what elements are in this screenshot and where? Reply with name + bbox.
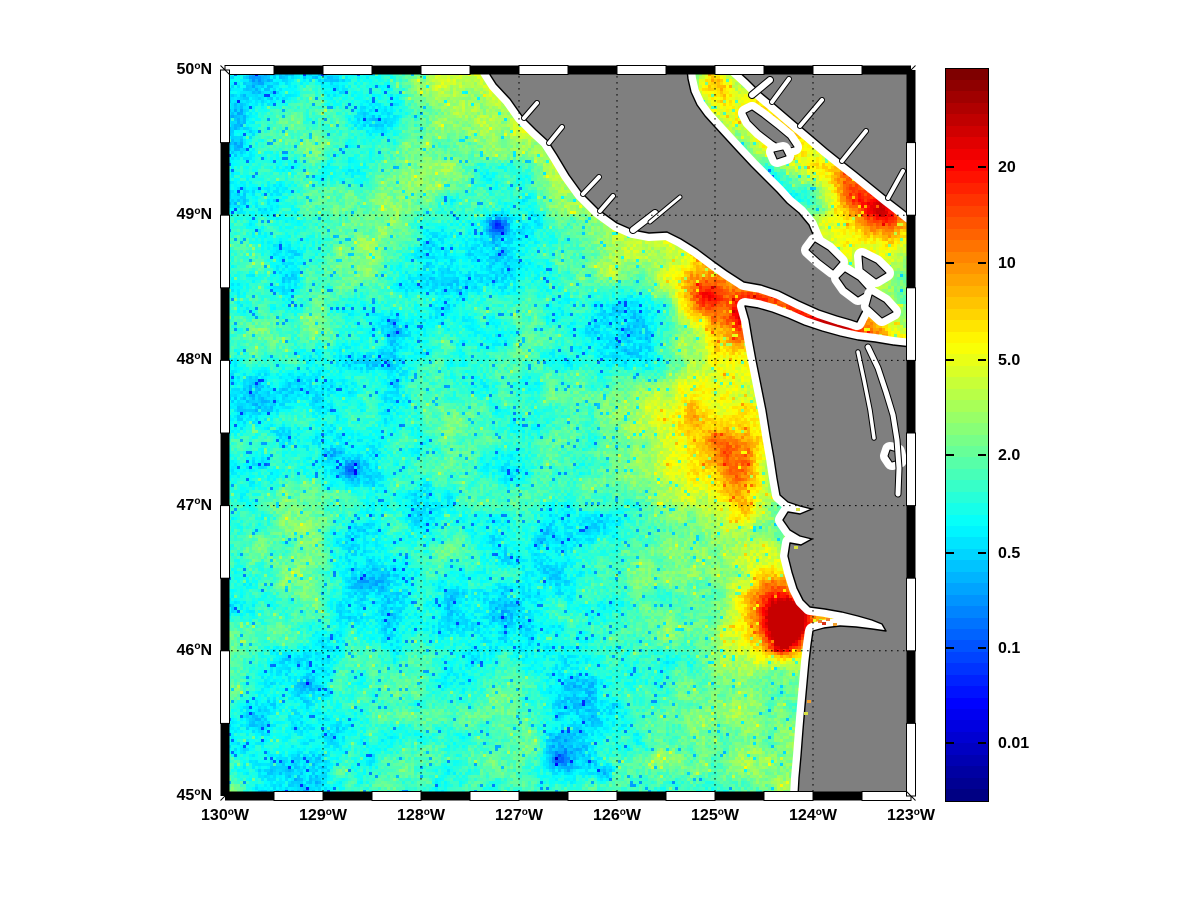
- inlet-water-1: [522, 101, 539, 120]
- frame-corner-0: [220, 65, 230, 75]
- colorbar-tick: [978, 646, 986, 649]
- frame-right-seg: [906, 142, 916, 216]
- estuary-pixel-2: [833, 623, 837, 626]
- colorbar-tick: [978, 741, 986, 744]
- lat-tick-label-47N: 47oN: [176, 496, 212, 514]
- frame-corner-2: [220, 791, 230, 801]
- colorbar-tick: [978, 454, 986, 457]
- colorbar-tick: [946, 359, 954, 362]
- frame-right-seg: [906, 577, 916, 652]
- estuary-pixel-0: [818, 620, 822, 623]
- frame-top-seg: [714, 65, 765, 75]
- land-washington-oregon: [744, 305, 912, 797]
- estuary-pixel-3: [822, 622, 826, 625]
- colorbar-tick: [946, 165, 954, 168]
- inlet-water-5: [648, 195, 682, 224]
- frame-right-seg: [906, 722, 916, 797]
- colorbar-tick: [978, 165, 986, 168]
- frame-right-seg: [906, 287, 916, 361]
- colorbar-label-0.1: 0.1: [998, 639, 1021, 657]
- lon-tick-label-129W: 129oW: [299, 806, 347, 824]
- frame-top-seg: [420, 65, 471, 75]
- land-island-1: [773, 149, 787, 160]
- inlet-water-10: [749, 77, 773, 98]
- frame-right-seg: [906, 432, 916, 507]
- colorbar-tick: [946, 454, 954, 457]
- frame-top-seg: [224, 65, 275, 75]
- frame-left-seg: [220, 650, 230, 724]
- estuary-pixel-7: [807, 700, 811, 703]
- lat-tick-label-45N: 45oN: [176, 786, 212, 804]
- land-island-5: [868, 294, 894, 319]
- frame-left-seg: [220, 69, 230, 144]
- estuary-pixel-4: [796, 508, 800, 511]
- frame-bottom-seg: [469, 791, 520, 801]
- frame-corner-1: [906, 65, 916, 75]
- inlet-water-6: [886, 169, 905, 200]
- frame-corner-3: [906, 791, 916, 801]
- frame-bottom-seg: [763, 791, 814, 801]
- colorbar: [945, 68, 989, 802]
- lon-tick-label-124W: 124oW: [789, 806, 837, 824]
- inlet-water-12: [856, 350, 876, 440]
- land-island-4: [861, 255, 887, 280]
- frame-bottom-seg: [273, 791, 324, 801]
- frame-top-seg: [322, 65, 373, 75]
- frame-top-seg: [812, 65, 863, 75]
- inlet-water-11: [865, 344, 902, 497]
- colorbar-tick: [978, 359, 986, 362]
- lat-tick-label-49N: 49oN: [176, 205, 212, 224]
- colorbar-tick: [946, 646, 954, 649]
- lon-tick-label-126W: 126oW: [593, 806, 641, 824]
- colorbar-label-20: 20: [998, 158, 1016, 176]
- inlet-water-8: [798, 98, 824, 128]
- colorbar-label-10: 10: [998, 254, 1016, 272]
- colorbar-tick: [946, 741, 954, 744]
- inlet-water-3: [598, 194, 615, 213]
- colorbar-label-0.01: 0.01: [998, 734, 1030, 752]
- colorbar-label-2.0: 2.0: [998, 447, 1021, 465]
- lon-tick-label-123W: 123oW: [887, 806, 935, 824]
- estuary-pixel-5: [794, 546, 798, 549]
- lon-tick-label-128W: 128oW: [397, 806, 445, 824]
- frame-left-seg: [220, 505, 230, 579]
- estuary-pixel-6: [804, 712, 808, 715]
- lon-tick-label-125W: 125oW: [691, 806, 739, 824]
- frame-bottom-seg: [861, 791, 912, 801]
- land-island-2: [808, 241, 841, 271]
- inlet-water-9: [770, 77, 791, 104]
- lon-tick-label-127W: 127oW: [495, 806, 543, 824]
- lat-tick-label-46N: 46oN: [176, 641, 212, 659]
- inlet-water-0: [547, 125, 564, 145]
- frame-bottom-seg: [665, 791, 716, 801]
- colorbar-label-0.5: 0.5: [998, 545, 1021, 563]
- inlet-water-7: [840, 129, 868, 163]
- land-island-3: [838, 271, 869, 298]
- frame-bottom-seg: [567, 791, 618, 801]
- lon-tick-label-130W: 130oW: [201, 806, 249, 824]
- frame-bottom-seg: [371, 791, 422, 801]
- frame-top-seg: [616, 65, 667, 75]
- inlet-water-2: [581, 175, 601, 196]
- lat-tick-label-48N: 48oN: [176, 351, 212, 369]
- colorbar-tick: [946, 261, 954, 264]
- estuary-pixel-1: [826, 618, 830, 621]
- colorbar-tick: [946, 552, 954, 555]
- colorbar-tick: [978, 552, 986, 555]
- frame-top-seg: [518, 65, 569, 75]
- lat-tick-label-50N: 50oN: [176, 60, 212, 78]
- frame-left-seg: [220, 359, 230, 434]
- frame-left-seg: [220, 214, 230, 289]
- inlet-water-4: [630, 210, 658, 233]
- colorbar-tick: [978, 261, 986, 264]
- colorbar-label-5.0: 5.0: [998, 352, 1021, 370]
